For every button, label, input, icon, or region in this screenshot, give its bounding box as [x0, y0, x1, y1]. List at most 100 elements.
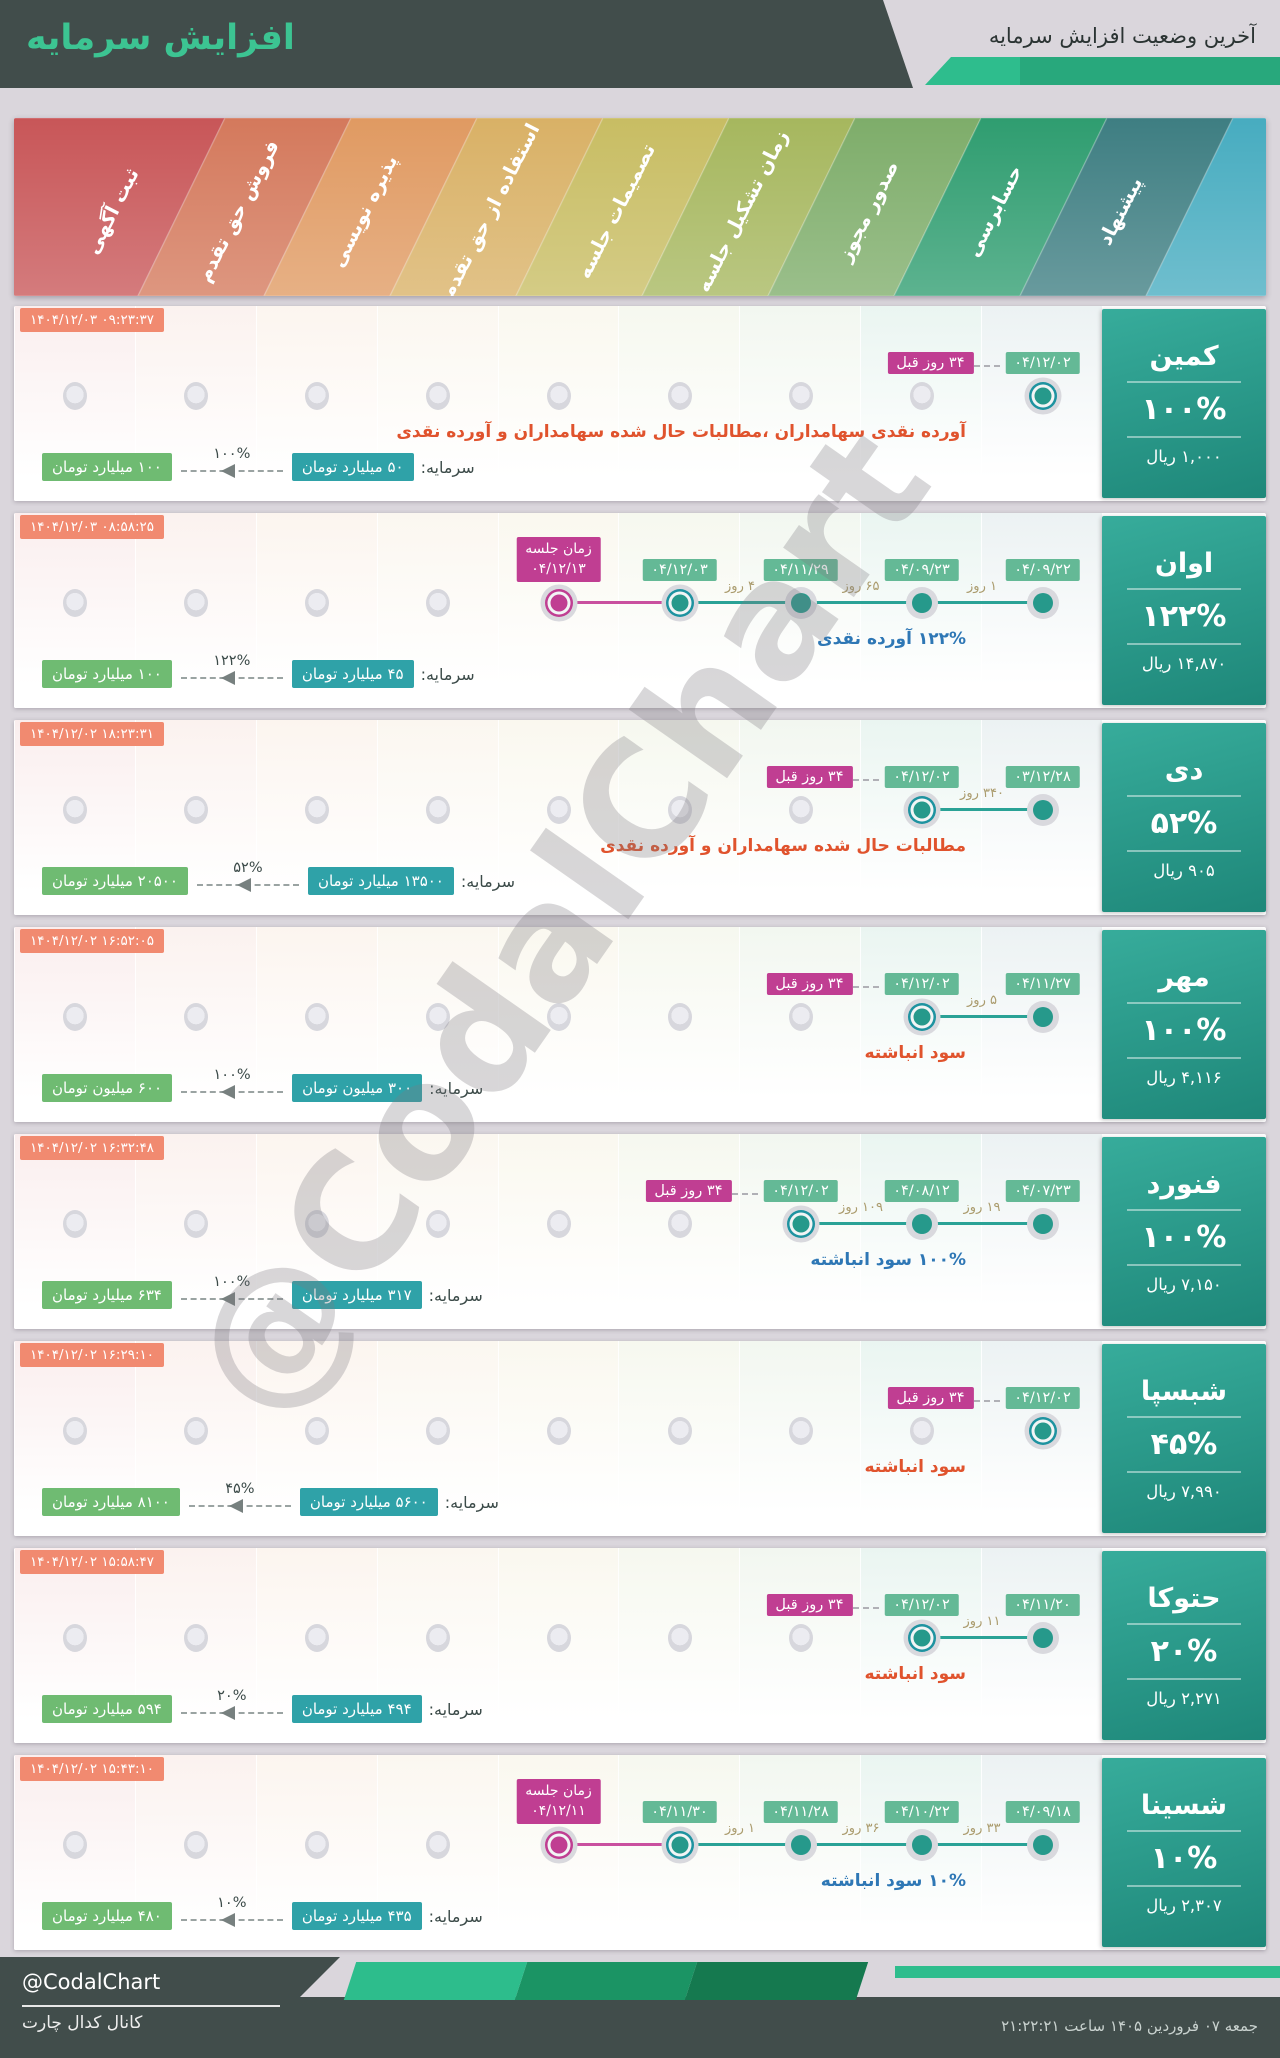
stage-banner: ثبت آگهی فروش حق تقدم پذیره نویسی استفاد… — [14, 118, 1266, 296]
empty-stage-circle — [546, 796, 571, 824]
empty-stage-circle — [425, 796, 450, 824]
event-date-badge: ۰۳/۱۲/۲۸ — [1005, 766, 1080, 788]
gap-label: ۱۹ روز — [963, 1200, 1001, 1215]
company-percent: ۱۰% — [1150, 1841, 1218, 1876]
timeline: ۳۳ روز ۳۶ روز ۱ روز زمان جلسه ۰۴/۱۲/۱۱ ۰۴/۱۱/… — [14, 1755, 1102, 1950]
capital-to-badge: ۲۰۵۰۰ میلیارد تومان — [42, 867, 188, 895]
event-dot — [1032, 1214, 1053, 1234]
company-percent: ۲۰% — [1150, 1634, 1218, 1669]
timeline-segment — [921, 808, 1043, 811]
event-dot — [913, 801, 930, 819]
meeting-badge-date: ۰۴/۱۲/۱۱ — [531, 1802, 586, 1819]
divider — [1126, 1002, 1242, 1004]
empty-stage-circle — [183, 1210, 208, 1238]
footer-green-blocks — [343, 1962, 869, 2000]
company-name: شسینا — [1140, 1790, 1228, 1821]
company-box: اوان ۱۲۲% ۱۴,۸۷۰ ریال — [1102, 516, 1266, 705]
capital-to-badge: ۴۸۰ میلیارد تومان — [42, 1902, 172, 1930]
capital-arrow-head-icon — [220, 1706, 235, 1720]
timeline: ۰۴/۱۲/۰۲ ۳۴ روز قبل — [14, 1341, 1102, 1536]
event-dot — [1032, 1007, 1053, 1027]
event-dot — [1034, 387, 1051, 405]
divider — [1126, 1264, 1242, 1266]
capital-percent: ۱۰% — [217, 1895, 247, 1911]
row-timestamp: ۱۴۰۴/۱۲/۰۳ ۰۸:۵۸:۲۵ — [20, 515, 164, 539]
event-dot — [1032, 593, 1053, 613]
row-description: سود انباشته — [864, 1043, 966, 1063]
row-description: سود انباشته — [864, 1664, 966, 1684]
event-dot — [1032, 1628, 1053, 1648]
event-date-badge: ۰۴/۱۱/۲۷ — [1005, 973, 1080, 995]
timeline-segment — [921, 1222, 1043, 1225]
capital-to-badge: ۵۹۴ میلیارد تومان — [42, 1695, 172, 1723]
capital-label: سرمایه: — [460, 871, 515, 891]
empty-stage-circle — [62, 1210, 87, 1238]
timeline-segment — [558, 601, 680, 604]
gap-label: ۳۴۰ روز — [960, 786, 1004, 801]
header: افزایش سرمایه آخرین وضعیت افزایش سرمایه — [0, 0, 1280, 88]
capital-info: سرمایه: ۳۰۰ میلیون تومان ۱۰۰% ۶۰۰ میلیون… — [42, 1067, 484, 1105]
empty-stage-circle — [62, 589, 87, 617]
event-date-badge: ۰۴/۱۲/۰۲ — [1005, 352, 1080, 374]
capital-to-badge: ۶۰۰ میلیون تومان — [42, 1074, 173, 1102]
capital-label: سرمایه: — [429, 1078, 484, 1098]
capital-arrow-head-icon — [220, 464, 235, 478]
page-subtitle: آخرین وضعیت افزایش سرمایه — [988, 24, 1256, 48]
row-timestamp: ۱۴۰۴/۱۲/۰۲ ۱۸:۲۳:۳۱ — [20, 722, 164, 746]
empty-stage-circle — [304, 1831, 329, 1859]
capital-arrow: ۱۰% — [179, 1895, 285, 1933]
empty-stage-circle — [62, 1831, 87, 1859]
event-date-badge: ۰۴/۱۱/۲۹ — [763, 559, 838, 581]
gap-label: ۳۶ روز — [842, 1821, 880, 1836]
company-box: حتوکا ۲۰% ۲,۲۷۱ ریال — [1102, 1551, 1266, 1740]
timeline: ۳۴۰ روز ۰۴/۱۲/۰۲ ۳۴ روز قبل ۰۳/۱۲/۲۸ — [14, 720, 1102, 915]
divider — [1126, 643, 1242, 645]
row-description: ۱۲۲% آورده نقدی — [817, 629, 966, 649]
timeline-segment — [679, 1843, 801, 1846]
event-dot — [671, 594, 688, 612]
event-dot — [671, 1836, 688, 1854]
gap-label: ۳۳ روز — [963, 1821, 1001, 1836]
channel-handle: @CodalChart — [22, 1970, 161, 1994]
meeting-dot — [550, 1836, 567, 1854]
empty-stage-circle — [425, 589, 450, 617]
capital-from-badge: ۴۹۴ میلیارد تومان — [291, 1695, 422, 1723]
stage-banner-svg: ثبت آگهی فروش حق تقدم پذیره نویسی استفاد… — [14, 118, 1266, 296]
divider — [1126, 1678, 1242, 1680]
gap-label: ۵ روز — [967, 993, 997, 1008]
company-price: ۱۴,۸۷۰ ریال — [1141, 654, 1227, 673]
company-name: کمین — [1149, 341, 1219, 372]
timeline-segment — [921, 1636, 1043, 1639]
capital-label: سرمایه: — [428, 1699, 483, 1719]
empty-stage-circle — [183, 1831, 208, 1859]
days-ago-badge: ۳۴ روز قبل — [766, 766, 853, 788]
capital-info: سرمایه: ۵۰ میلیارد تومان ۱۰۰% ۱۰۰ میلیار… — [42, 446, 475, 484]
empty-stage-circle — [183, 1417, 208, 1445]
event-date-badge: ۰۴/۱۲/۰۲ — [763, 1180, 838, 1202]
event-dot — [790, 1835, 811, 1855]
company-row: ۰۴/۱۲/۰۲ ۳۴ روز قبل ۱۴۰۴/۱۲/۰۳ ۰۹:۲۳:۳۷ آ… — [14, 306, 1266, 501]
days-ago-badge: ۳۴ روز قبل — [766, 1594, 853, 1616]
capital-label: سرمایه: — [420, 664, 475, 684]
capital-to-badge: ۶۳۴ میلیارد تومان — [42, 1281, 172, 1309]
company-row: ۳۴۰ روز ۰۴/۱۲/۰۲ ۳۴ روز قبل ۰۳/۱۲/۲۸ ۱۴۰۴/۱… — [14, 720, 1266, 915]
meeting-badge: زمان جلسه ۰۴/۱۲/۱۱ — [516, 1779, 601, 1825]
timeline-segment — [921, 1843, 1043, 1846]
empty-stage-circle — [909, 1417, 934, 1445]
capital-percent: ۲۰% — [217, 1688, 247, 1704]
company-percent: ۴۵% — [1150, 1427, 1218, 1462]
empty-stage-circle — [788, 1417, 813, 1445]
empty-stage-circle — [546, 1417, 571, 1445]
empty-stage-circle — [62, 1624, 87, 1652]
row-timestamp: ۱۴۰۴/۱۲/۰۲ ۱۶:۳۲:۴۸ — [20, 1136, 164, 1160]
capital-arrow-head-icon — [228, 1499, 243, 1513]
empty-stage-circle — [304, 1003, 329, 1031]
company-price: ۹۰۵ ریال — [1153, 861, 1215, 880]
capital-arrow-head-icon — [220, 1292, 235, 1306]
empty-stage-circle — [304, 1624, 329, 1652]
timeline-segment — [800, 1222, 922, 1225]
rows: ۰۴/۱۲/۰۲ ۳۴ روز قبل ۱۴۰۴/۱۲/۰۳ ۰۹:۲۳:۳۷ آ… — [14, 306, 1266, 1950]
empty-stage-circle — [425, 1210, 450, 1238]
capital-to-badge: ۸۱۰۰ میلیارد تومان — [42, 1488, 180, 1516]
gap-label: ۱ روز — [967, 579, 997, 594]
